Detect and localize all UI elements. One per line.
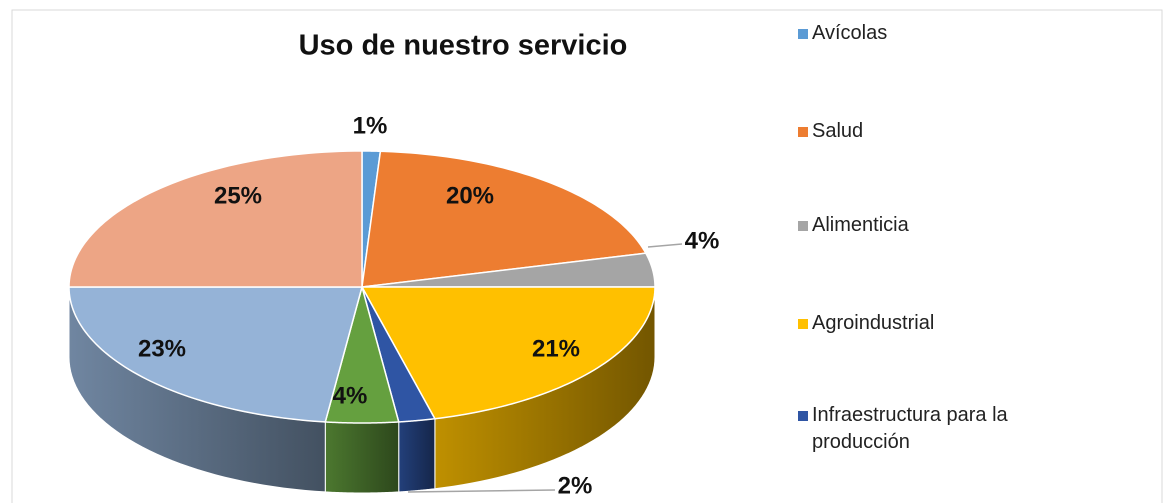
legend-swatch (798, 411, 808, 421)
leader-line (647, 243, 683, 248)
pie-slice (361, 252, 656, 288)
legend-label: Agroindustrial (812, 312, 935, 334)
data-label: 25% (214, 182, 262, 209)
legend-swatch (798, 319, 808, 329)
legend-label: Avícolas (812, 22, 888, 44)
pie-slice (360, 286, 656, 420)
legend-swatch (798, 127, 808, 137)
pie-slice (324, 284, 400, 424)
data-label: 21% (532, 335, 580, 362)
pie-slice (68, 150, 363, 288)
pie-side (398, 418, 436, 493)
data-label: 23% (138, 335, 186, 362)
legend-label: Alimenticia (812, 214, 909, 236)
data-label: 4% (333, 382, 368, 409)
pie-side (324, 421, 400, 494)
pie-slice (68, 286, 363, 423)
legend-label: Salud (812, 120, 864, 142)
data-label: 2% (558, 472, 593, 499)
legend-label: Infraestructura para la producción (812, 404, 1008, 453)
legend-swatch (798, 221, 808, 231)
chart-title: Uso de nuestro servicio (299, 30, 628, 62)
chart-border (11, 9, 1163, 503)
data-label: 4% (685, 227, 720, 254)
leader-line (407, 489, 556, 493)
legend-swatch (798, 29, 808, 39)
data-label: 1% (353, 112, 388, 139)
pie-slice (361, 286, 437, 423)
data-label: 20% (446, 182, 494, 209)
pie-slice (361, 150, 648, 288)
